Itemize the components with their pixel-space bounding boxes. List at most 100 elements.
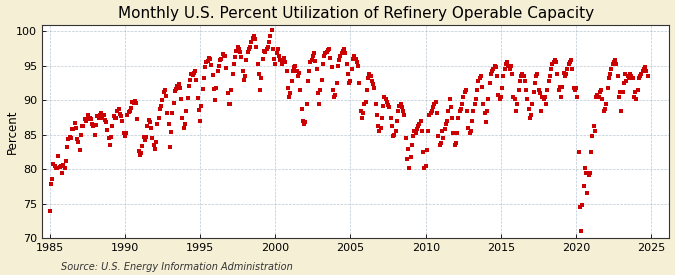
Point bbox=[295, 88, 306, 92]
Point bbox=[554, 84, 565, 89]
Point bbox=[126, 106, 136, 110]
Point bbox=[279, 55, 290, 60]
Point bbox=[427, 108, 437, 113]
Point bbox=[620, 72, 630, 76]
Point bbox=[55, 164, 66, 169]
Point bbox=[580, 170, 591, 175]
Point bbox=[163, 122, 174, 127]
Point bbox=[558, 70, 569, 75]
Point bbox=[264, 40, 275, 44]
Point bbox=[599, 106, 610, 111]
Point bbox=[231, 48, 242, 53]
Point bbox=[161, 94, 171, 98]
Point bbox=[380, 97, 391, 101]
Point bbox=[300, 120, 310, 125]
Point bbox=[350, 57, 361, 61]
Point bbox=[281, 69, 292, 73]
Point bbox=[227, 72, 238, 76]
Point bbox=[479, 111, 490, 115]
Point bbox=[457, 101, 468, 106]
Point bbox=[73, 139, 84, 144]
Point bbox=[453, 115, 464, 120]
Point bbox=[370, 101, 381, 106]
Point bbox=[355, 108, 366, 113]
Point bbox=[198, 75, 209, 80]
Point bbox=[333, 64, 344, 68]
Point bbox=[504, 67, 515, 72]
Point bbox=[205, 57, 215, 61]
Point bbox=[308, 51, 319, 56]
Point bbox=[115, 112, 126, 116]
Point bbox=[70, 121, 80, 125]
Point bbox=[184, 84, 194, 88]
Point bbox=[518, 74, 529, 78]
Point bbox=[215, 58, 225, 62]
Point bbox=[275, 58, 286, 62]
Point bbox=[142, 123, 153, 128]
Point bbox=[340, 51, 351, 56]
Point bbox=[431, 111, 442, 115]
Point bbox=[194, 119, 205, 123]
Point bbox=[65, 136, 76, 140]
Point bbox=[246, 40, 257, 44]
Point bbox=[51, 166, 61, 171]
Point bbox=[454, 108, 465, 113]
Point bbox=[551, 60, 562, 65]
Point bbox=[381, 100, 392, 104]
Point bbox=[213, 64, 224, 68]
Point bbox=[210, 98, 221, 103]
Point bbox=[171, 86, 182, 91]
Point bbox=[80, 119, 91, 123]
Point bbox=[251, 44, 262, 49]
Point bbox=[523, 106, 534, 111]
Point bbox=[491, 65, 502, 69]
Point bbox=[489, 64, 500, 68]
Point bbox=[459, 90, 470, 94]
Point bbox=[434, 143, 445, 147]
Point bbox=[563, 62, 574, 67]
Point bbox=[203, 55, 214, 60]
Point bbox=[605, 72, 616, 76]
Point bbox=[63, 137, 74, 141]
Point bbox=[53, 154, 63, 158]
Point bbox=[541, 101, 551, 106]
Point bbox=[101, 119, 111, 124]
Point bbox=[383, 103, 394, 107]
Point bbox=[379, 95, 389, 99]
Point bbox=[469, 101, 480, 106]
Point bbox=[365, 74, 376, 78]
Point bbox=[124, 108, 135, 113]
Point bbox=[358, 111, 369, 115]
Point bbox=[136, 151, 146, 156]
Point bbox=[335, 53, 346, 58]
Point bbox=[626, 74, 637, 78]
Point bbox=[409, 129, 420, 133]
Point bbox=[334, 58, 345, 62]
Point bbox=[423, 129, 433, 133]
Point bbox=[173, 82, 184, 87]
Point bbox=[187, 73, 198, 77]
Point bbox=[105, 134, 116, 139]
Point bbox=[152, 122, 163, 126]
Point bbox=[352, 60, 362, 65]
Point bbox=[538, 97, 549, 101]
Point bbox=[138, 134, 149, 139]
Point bbox=[440, 122, 451, 127]
Point bbox=[182, 95, 193, 100]
Point bbox=[512, 101, 522, 106]
Point bbox=[634, 74, 645, 78]
Point bbox=[437, 129, 448, 133]
Point bbox=[186, 72, 196, 76]
Point bbox=[533, 88, 544, 92]
Point bbox=[313, 91, 323, 96]
Point bbox=[270, 62, 281, 67]
Point bbox=[495, 95, 506, 99]
Point bbox=[323, 48, 333, 52]
Point bbox=[574, 205, 585, 209]
Point bbox=[547, 62, 558, 67]
Point bbox=[298, 119, 308, 123]
Point bbox=[438, 136, 449, 140]
Point bbox=[431, 100, 441, 104]
Point bbox=[176, 97, 187, 101]
Point bbox=[373, 124, 383, 129]
